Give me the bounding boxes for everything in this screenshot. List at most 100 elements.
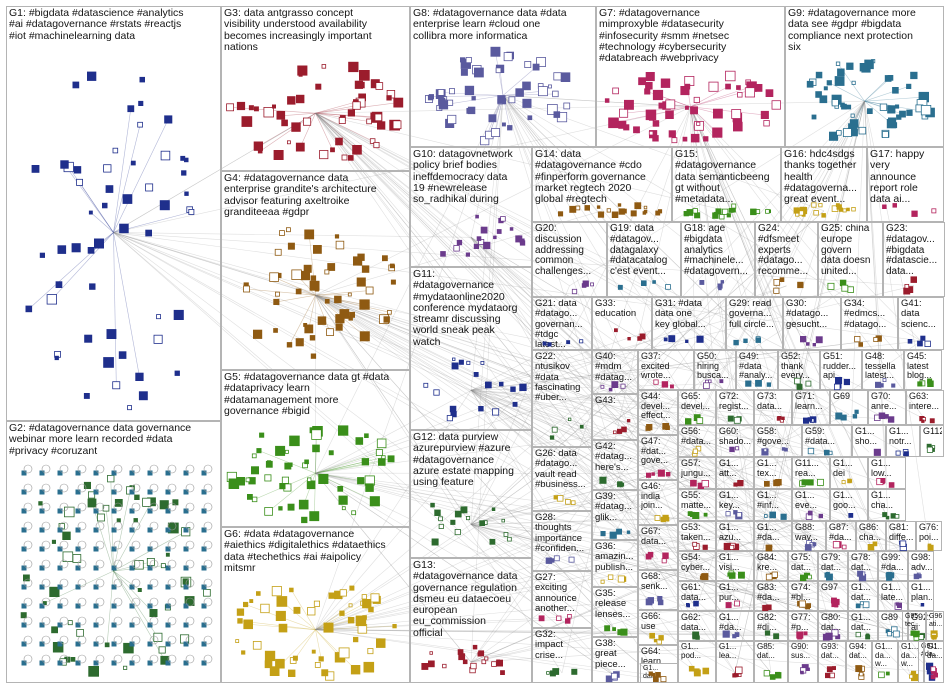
vertex	[383, 316, 390, 323]
vertex	[480, 226, 488, 234]
vertex	[279, 482, 286, 490]
vertex	[660, 78, 671, 88]
vertex	[847, 478, 852, 484]
vertex	[358, 70, 370, 81]
vertex-cluster-g126	[878, 671, 890, 679]
intra-edge	[289, 295, 316, 345]
self-loop	[203, 597, 213, 607]
self-loop	[185, 654, 195, 664]
intra-edge	[315, 113, 333, 150]
vertex	[645, 598, 653, 606]
vertex	[825, 672, 831, 679]
group-cell-g20: G20: discussion addressing common challe…	[532, 222, 607, 297]
vertex	[496, 659, 504, 667]
vertex	[765, 573, 773, 581]
inter-group-edge	[315, 112, 804, 577]
vertex	[364, 433, 369, 438]
intra-edge	[273, 276, 316, 296]
vertex	[620, 383, 626, 389]
vertex	[858, 342, 863, 347]
vertex	[102, 202, 108, 209]
inter-group-edge	[502, 95, 813, 342]
vertex	[765, 544, 773, 552]
inter-group-edge	[848, 101, 865, 485]
vertex	[641, 280, 647, 286]
inter-group-edge	[470, 383, 667, 525]
self-loop	[167, 597, 177, 607]
vertex	[386, 95, 392, 101]
group-cell-g98: G98: adv...	[908, 551, 934, 581]
vertex	[460, 506, 468, 514]
inter-group-edge	[502, 95, 922, 342]
isolate-vertex	[183, 546, 189, 552]
vertex-cluster-g127	[909, 670, 919, 682]
self-loop	[41, 654, 51, 664]
vertex	[519, 383, 527, 392]
vertex	[692, 448, 699, 454]
vertex	[183, 157, 189, 163]
vertex	[338, 647, 350, 659]
group-label-g105: G11... rea...	[795, 459, 819, 478]
inter-group-edge	[315, 546, 774, 630]
vertex-cluster-g6	[235, 585, 397, 681]
vertex	[507, 536, 512, 542]
group-label-g35: G35: release lenses...	[595, 589, 631, 620]
vertex	[737, 92, 743, 98]
vertex	[464, 85, 475, 96]
group-cell-g60: G60: shado...	[716, 425, 754, 457]
vertex	[813, 210, 819, 216]
isolate-vertex	[165, 470, 171, 476]
vertex-cluster-g100	[873, 448, 881, 456]
isolate-vertex	[39, 470, 45, 476]
vertex	[599, 476, 607, 484]
vertex-cluster-g79	[824, 571, 833, 581]
group-label-g102: G112	[923, 427, 942, 436]
inter-group-edge	[315, 629, 932, 672]
self-loop	[95, 616, 105, 626]
vertex	[278, 506, 283, 511]
group-label-g43: G43:	[595, 396, 616, 406]
vertex	[297, 65, 308, 76]
inter-group-edge	[470, 451, 828, 525]
vertex	[373, 141, 380, 149]
vertex	[800, 335, 807, 343]
group-label-g103: G1... att...	[719, 459, 739, 478]
group-label-g56: G56: #data...	[681, 427, 712, 446]
inter-group-edge	[315, 294, 616, 630]
group-cell-g74: G74: #bl...	[788, 581, 818, 611]
self-loop	[95, 597, 105, 607]
vertex	[172, 499, 179, 506]
intra-edge	[315, 101, 356, 114]
self-loop	[149, 654, 159, 664]
vertex	[833, 598, 840, 605]
group-cell-g12: G12: data purview azurepurview #azure #d…	[410, 430, 532, 558]
group-label-g74: G74: #bl...	[791, 583, 811, 602]
vertex-cluster-g40	[600, 381, 626, 392]
isolate-vertex	[57, 584, 63, 590]
vertex-cluster-g39	[600, 528, 631, 539]
inter-group-edge	[315, 294, 894, 577]
vertex	[312, 444, 320, 453]
vertex	[349, 585, 355, 591]
vertex	[243, 619, 254, 630]
inter-group-edge	[470, 515, 736, 525]
group-label-g22: G22: ntusikov #data fascinating #uber...	[535, 352, 581, 404]
vertex-cluster-g5	[226, 425, 395, 524]
isolate-vertex	[129, 470, 135, 476]
vertex	[920, 335, 926, 341]
vertex-cluster-g110	[805, 510, 823, 520]
vertex	[359, 299, 370, 310]
self-loop	[131, 597, 141, 607]
vertex	[713, 108, 723, 119]
vertex	[363, 661, 375, 673]
vertex	[271, 104, 276, 109]
vertex	[257, 148, 263, 154]
inter-group-edge	[690, 106, 828, 453]
self-loop	[113, 578, 123, 588]
vertex	[708, 81, 719, 92]
group-cell-g87: G87: #da...	[826, 521, 856, 551]
vertex	[766, 382, 772, 387]
group-cell-g41: G41: data scienc...	[898, 297, 944, 350]
inter-group-edge	[315, 112, 850, 415]
vertex	[276, 111, 286, 120]
